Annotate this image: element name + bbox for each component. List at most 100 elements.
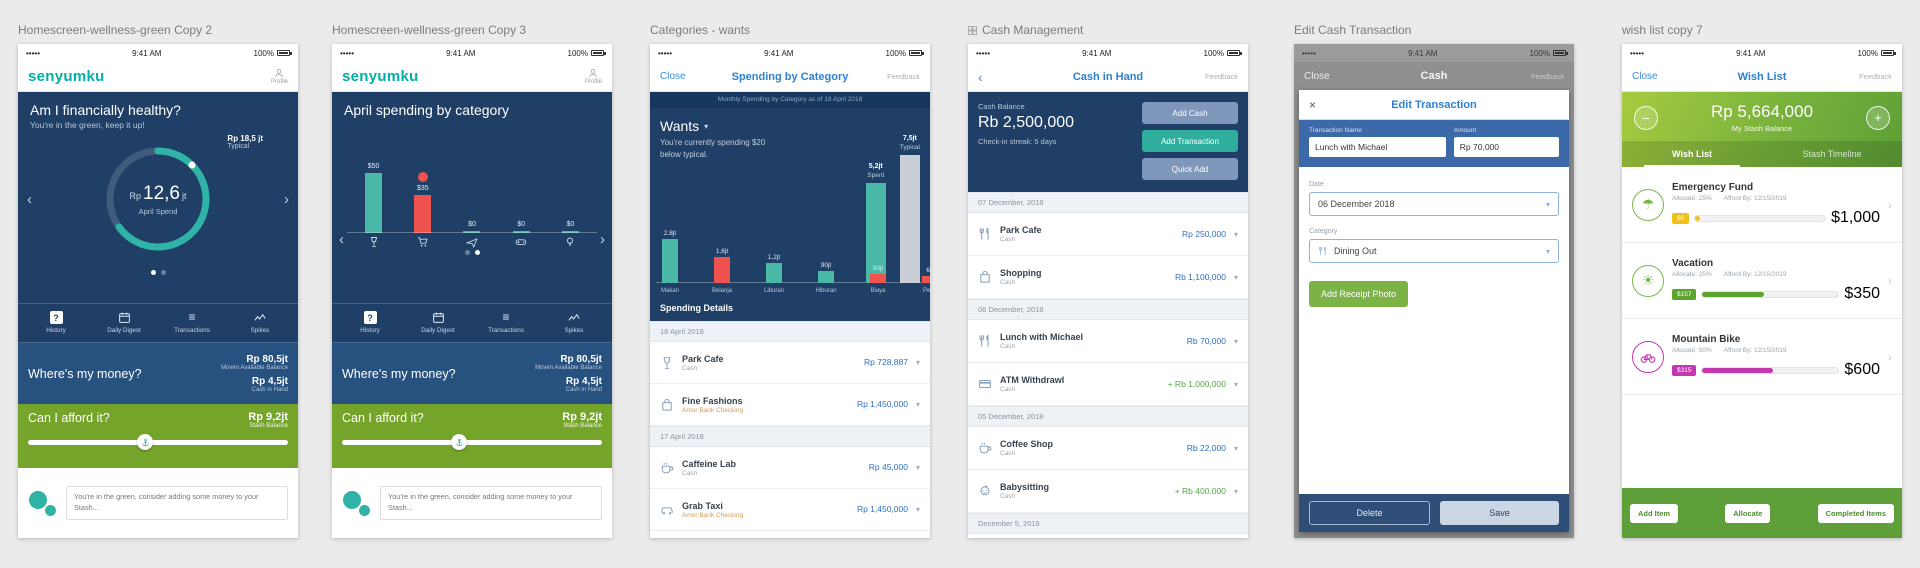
wish-item[interactable]: ☂ Emergency Fund Allocate: 25% Afford By… — [1622, 167, 1902, 243]
wheres-my-money-section[interactable]: Where's my money? Rp 80,5jt Moven Availa… — [332, 342, 612, 404]
chevron-right-icon[interactable]: › — [284, 190, 289, 208]
nav-spikes[interactable]: Spikes — [226, 311, 294, 334]
nav-history[interactable]: ? History — [336, 311, 404, 334]
bar — [714, 257, 730, 283]
quick-add-button[interactable]: Quick Add — [1142, 158, 1238, 180]
nav-daily-digest[interactable]: Daily Digest — [404, 311, 472, 334]
transaction-row[interactable]: Fine Fashions Amor Bank Checking Rp 1,45… — [650, 384, 930, 426]
balance-amount: Rp 4,5jt — [251, 376, 288, 387]
page-dots[interactable] — [18, 270, 298, 275]
allocate-button[interactable]: Allocate — [1725, 503, 1771, 523]
bar — [414, 195, 432, 233]
status-bar: ••••• 9:41 AM 100% — [1294, 44, 1574, 62]
nav-transactions[interactable]: ≡ Transactions — [158, 311, 226, 335]
artboard-label-text: Categories - wants — [650, 23, 751, 37]
close-button[interactable]: Close — [1304, 70, 1330, 82]
artboard-label[interactable]: Edit Cash Transaction — [1294, 22, 1574, 38]
transaction-row[interactable]: ATM Withdrawl Cash + Rb 1,000,000 ▾ — [968, 363, 1248, 406]
can-i-afford-section[interactable]: Can I afford it? Rp 9,2jt Stash Balance — [332, 404, 612, 468]
nav-history[interactable]: ? History — [22, 311, 90, 334]
artboard-label[interactable]: Homescreen-wellness-green Copy 2 — [18, 22, 298, 38]
chevron-right-icon[interactable]: › — [600, 231, 605, 248]
page-dots[interactable] — [332, 250, 612, 255]
chevron-down-icon[interactable]: ▾ — [915, 358, 920, 367]
tab-wish-list[interactable]: Wish List — [1622, 141, 1762, 167]
wish-item[interactable]: ☀ Vacation Allocate: 25% Afford By: 12/1… — [1622, 243, 1902, 319]
artboard-label-text: wish list copy 7 — [1622, 23, 1703, 37]
tab-stash-timeline[interactable]: Stash Timeline — [1802, 149, 1862, 159]
close-x-icon[interactable]: × — [1309, 97, 1317, 112]
transaction-row[interactable]: Lunch with Michael Cash Rb 70,000 ▾ — [968, 320, 1248, 363]
phone-screen: ••••• 9:41 AM 100% senyumku Profile Apri… — [332, 44, 612, 538]
cash-balance-block: Cash Balance Rb 2,500,000 Check-in strea… — [978, 102, 1074, 182]
artboard-label[interactable]: Homescreen-wellness-green Copy 3 — [332, 22, 612, 38]
transaction-row[interactable]: Coffee Shop Cash Rb 22,000 ▾ — [968, 427, 1248, 470]
typical-amount: Rp 18,5 jt — [227, 134, 263, 143]
chevron-left-icon[interactable]: ‹ — [27, 190, 32, 208]
transaction-name-input[interactable] — [1309, 137, 1446, 157]
category-select[interactable]: Dining Out ▾ — [1309, 239, 1559, 263]
group-selector[interactable]: Wants ▾ — [650, 108, 930, 137]
chevron-down-icon[interactable]: ▾ — [915, 463, 920, 472]
chevron-down-icon[interactable]: ▾ — [1233, 336, 1238, 346]
advisor-avatar-icon — [28, 489, 58, 517]
minus-button[interactable]: – — [1634, 105, 1658, 130]
anchor-handle[interactable] — [137, 434, 154, 450]
progress-track — [1701, 290, 1840, 298]
anchor-handle[interactable] — [451, 434, 468, 450]
field-label: Amount — [1453, 127, 1477, 134]
battery-icon — [909, 50, 924, 56]
profile-label: Profile — [270, 79, 288, 85]
feedback-link[interactable]: Feedback — [1859, 72, 1892, 81]
artboard-label[interactable]: Categories - wants — [650, 22, 930, 38]
amount-input[interactable] — [1453, 137, 1559, 157]
artboard-label[interactable]: wish list copy 7 — [1622, 22, 1902, 38]
category-bar: 50jt Biaya — [866, 265, 890, 294]
add-receipt-photo-button[interactable]: Add Receipt Photo — [1309, 281, 1409, 307]
gauge-value: 12,6 — [143, 182, 180, 204]
transaction-row[interactable]: Grab Taxi Amor Bank Checking Rp 1,450,00… — [650, 489, 930, 531]
back-button[interactable]: ‹ — [978, 68, 983, 85]
close-button[interactable]: Close — [660, 71, 686, 82]
transaction-info: Shopping Cash — [1000, 268, 1167, 286]
delete-button[interactable]: Delete — [1309, 501, 1430, 525]
add-item-button[interactable]: Add Item — [1630, 503, 1679, 523]
chevron-down-icon[interactable]: ▾ — [1233, 272, 1238, 282]
nav-transactions[interactable]: ≡ Transactions — [472, 311, 540, 335]
save-button[interactable]: Save — [1440, 501, 1559, 525]
bar-value: 7,5jt — [902, 135, 917, 142]
date-select[interactable]: 06 December 2018 ▾ — [1309, 192, 1559, 216]
add-cash-button[interactable]: Add Cash — [1142, 102, 1238, 124]
chevron-down-icon[interactable]: ▾ — [1233, 229, 1238, 239]
sheet-title: Spending by Category — [731, 70, 849, 83]
chevron-down-icon[interactable]: ▾ — [1233, 486, 1238, 496]
artboard-label[interactable]: Cash Management — [968, 22, 1248, 38]
transaction-row[interactable]: Park Cafe Cash Rp 728,887 ▾ — [650, 342, 930, 384]
profile-button[interactable]: Profile — [585, 68, 602, 85]
transaction-row[interactable]: Babysitting Cash + Rb 400,000 ▾ — [968, 470, 1248, 513]
stash-balance-hero: – Rp 5,664,000 My Stash Balance + Wish L… — [1622, 92, 1902, 167]
transaction-row[interactable]: Shopping Cash Rb 1,100,000 ▾ — [968, 256, 1248, 299]
chevron-down-icon[interactable]: ▾ — [1233, 443, 1238, 453]
chevron-down-icon[interactable]: ▾ — [1233, 379, 1238, 389]
feedback-link[interactable]: Feedback — [887, 72, 920, 81]
feedback-link[interactable]: Feedback — [1205, 72, 1238, 81]
plus-button[interactable]: + — [1866, 105, 1890, 130]
chevron-down-icon[interactable]: ▾ — [915, 505, 920, 514]
close-button[interactable]: Close — [1632, 71, 1658, 82]
profile-button[interactable]: Profile — [271, 68, 288, 85]
can-i-afford-section[interactable]: Can I afford it? Rp 9,2jt Stash Balance — [18, 404, 298, 468]
transaction-row[interactable]: Park Cafe Cash Rp 250,000 ▾ — [968, 213, 1248, 256]
nav-spikes[interactable]: Spikes — [540, 311, 608, 334]
sheet-title: Wish List — [1737, 70, 1787, 83]
transaction-row[interactable]: Caffeine Lab Cash Rp 45,000 ▾ — [650, 447, 930, 489]
wheres-my-money-section[interactable]: Where's my money? Rp 80,5jt Moven Availa… — [18, 342, 298, 404]
bar-value: 60 — [926, 267, 930, 274]
nav-daily-digest[interactable]: Daily Digest — [90, 311, 158, 334]
spikes-icon — [568, 311, 581, 324]
chevron-left-icon[interactable]: ‹ — [339, 231, 344, 248]
chevron-down-icon[interactable]: ▾ — [915, 400, 920, 409]
completed-items-button[interactable]: Completed Items — [1817, 503, 1894, 523]
wish-item[interactable]: Mountain Bike Allocate: 50% Afford By: 1… — [1622, 319, 1902, 395]
add-transaction-button[interactable]: Add Transaction — [1142, 130, 1238, 152]
